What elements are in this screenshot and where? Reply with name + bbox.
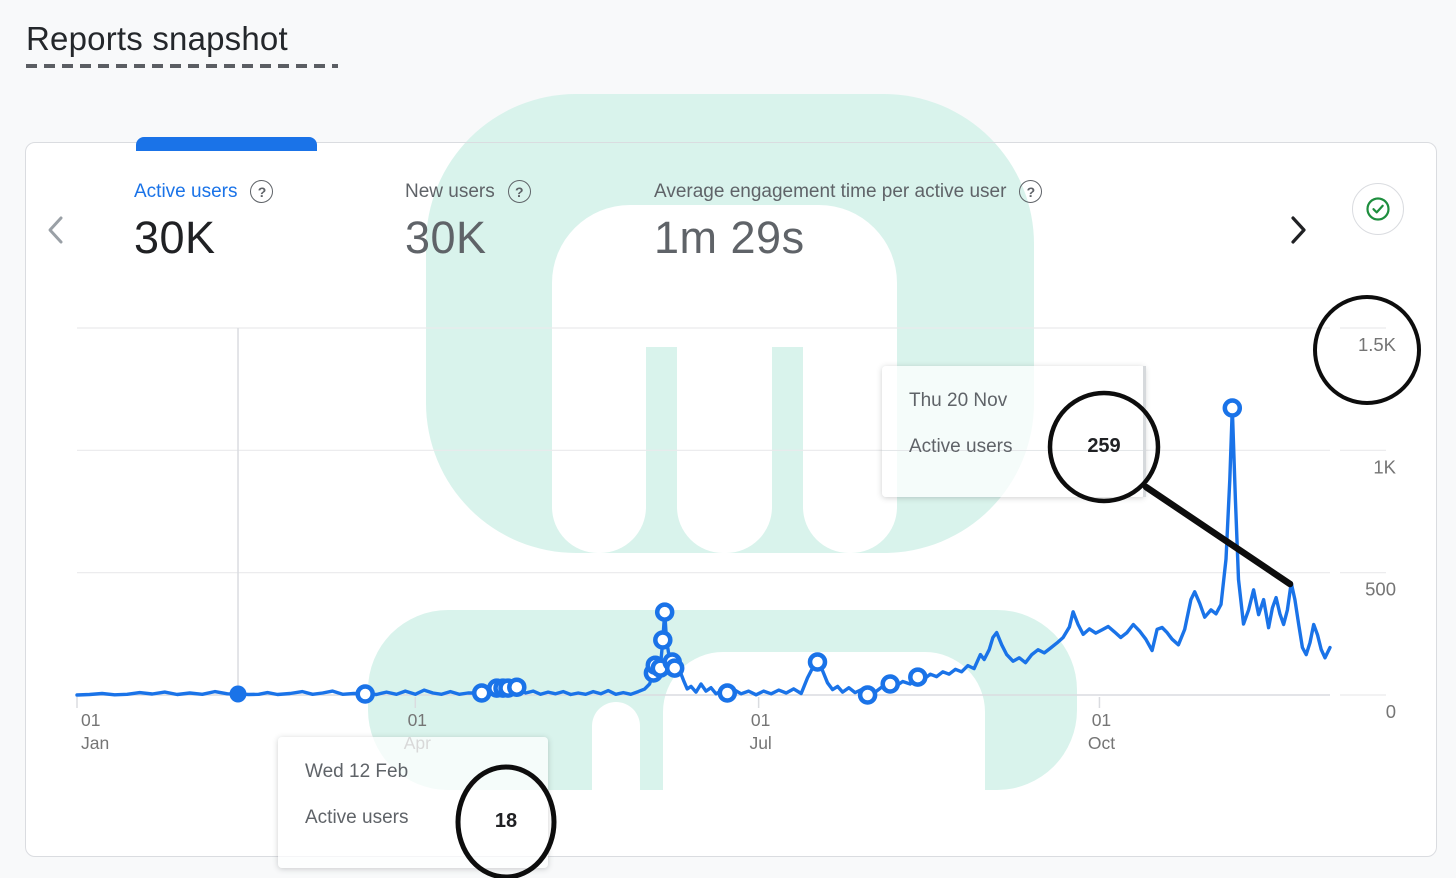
- chart-tooltip-nov: Thu 20 Nov Active users 259: [882, 366, 1145, 497]
- help-icon[interactable]: ?: [250, 180, 274, 203]
- previous-metrics-button[interactable]: [44, 212, 68, 251]
- tooltip-date: Thu 20 Nov: [909, 390, 1008, 411]
- check-circle-icon: [1366, 197, 1390, 221]
- metric-label: New users: [405, 180, 495, 202]
- tooltip-value: 18: [494, 810, 518, 832]
- active-tab-indicator: [136, 137, 317, 151]
- metric-label: Average engagement time per active user: [654, 180, 1007, 202]
- chevron-left-icon: [48, 216, 63, 244]
- chart-tooltip-feb: Wed 12 Feb Active users 18: [278, 737, 548, 868]
- page-title: Reports snapshot: [26, 20, 288, 57]
- data-quality-button[interactable]: [1352, 183, 1404, 235]
- help-icon[interactable]: ?: [1019, 180, 1043, 203]
- tooltip-series-label: Active users: [305, 807, 409, 828]
- next-metrics-button[interactable]: [1286, 212, 1310, 251]
- watermark-m-stem: [552, 300, 646, 553]
- watermark-blob-cutout: [663, 652, 985, 790]
- tooltip-series-label: Active users: [909, 436, 1013, 457]
- metric-tab-new-users[interactable]: New users ? 30K: [405, 180, 531, 264]
- metric-value: 30K: [134, 212, 216, 263]
- title-underline-dashes: [26, 64, 338, 68]
- metric-tab-active-users[interactable]: Active users ? 30K: [134, 180, 274, 264]
- metric-value: 1m 29s: [654, 212, 805, 263]
- watermark-blob-cutout: [592, 702, 640, 790]
- metric-tab-avg-engagement-time[interactable]: Average engagement time per active user …: [654, 180, 1043, 264]
- tooltip-date: Wed 12 Feb: [305, 761, 409, 782]
- tooltip-value: 259: [1087, 435, 1121, 457]
- metric-value: 30K: [405, 212, 487, 263]
- chevron-right-icon: [1291, 216, 1306, 244]
- hover-reference-line: [1143, 366, 1146, 497]
- help-icon[interactable]: ?: [507, 180, 531, 203]
- metric-label: Active users: [134, 180, 238, 202]
- watermark-m-stem: [677, 300, 772, 553]
